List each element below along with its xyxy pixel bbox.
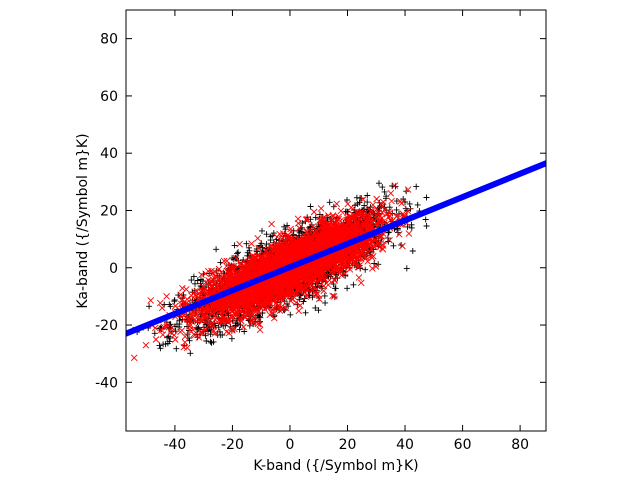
y-axis-label: Ka-band ({/Symbol m}K) xyxy=(75,133,91,308)
plot-frame xyxy=(125,9,547,432)
x-tick-label: 60 xyxy=(454,437,472,453)
y-tick-label: 0 xyxy=(109,261,118,277)
y-tick-label: 40 xyxy=(100,146,118,162)
x-tick-label: -40 xyxy=(163,437,186,453)
data-layer xyxy=(126,160,546,362)
y-axis: -40 -20 0 20 40 60 80 xyxy=(95,32,546,391)
x-axis: -40 -20 0 20 40 60 80 xyxy=(163,10,529,453)
y-tick-label: -20 xyxy=(95,318,118,334)
x-tick-label: 80 xyxy=(511,437,529,453)
x-axis-label: K-band ({/Symbol m}K) xyxy=(253,458,418,474)
y-tick-label: 20 xyxy=(100,203,118,219)
x-tick-label: -20 xyxy=(221,437,244,453)
y-tick-label: 60 xyxy=(100,89,118,105)
x-tick-label: 40 xyxy=(396,437,414,453)
series-2 xyxy=(126,160,546,337)
regression-line xyxy=(126,160,546,337)
y-tick-label: 80 xyxy=(100,32,118,48)
y-tick-label: -40 xyxy=(95,375,118,391)
x-tick-label: 20 xyxy=(339,437,357,453)
x-tick-label: 0 xyxy=(286,437,295,453)
